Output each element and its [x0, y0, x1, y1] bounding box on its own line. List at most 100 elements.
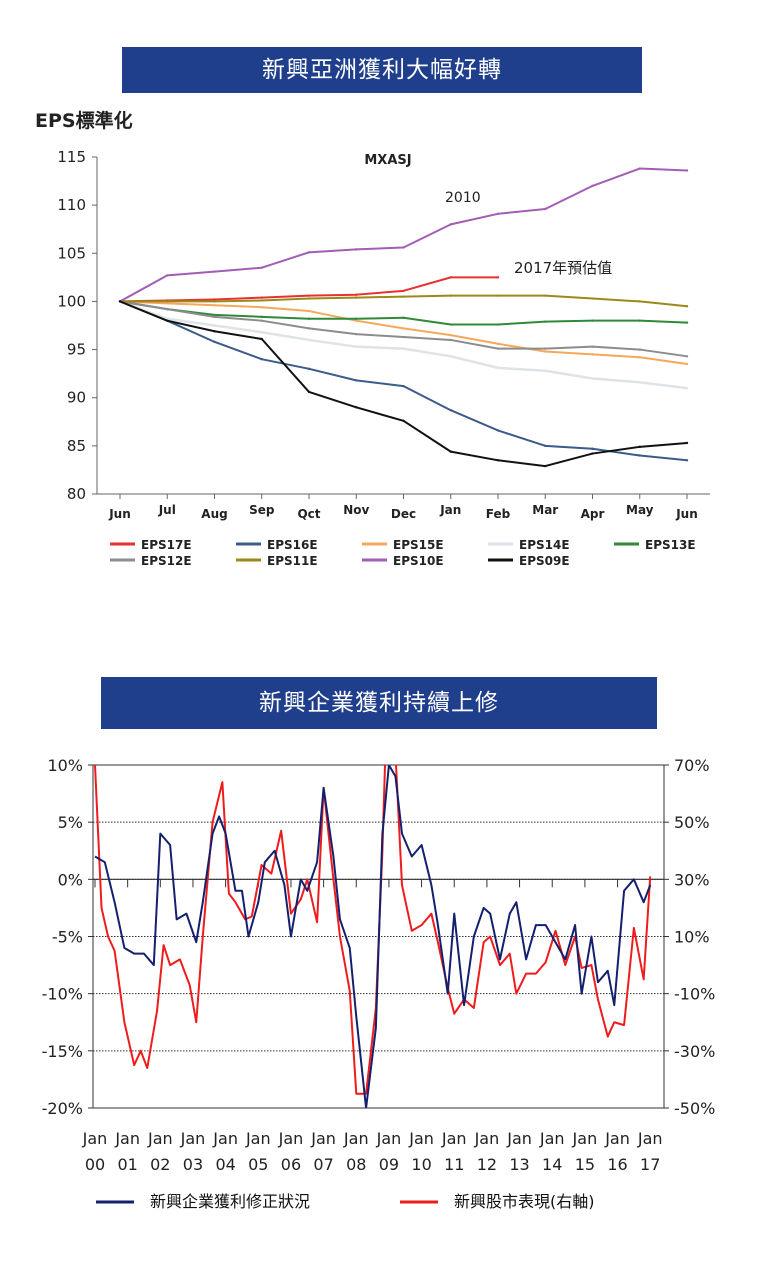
point-eps09e	[685, 441, 689, 445]
legend-label: EPS16E	[267, 538, 318, 552]
point-eps13e	[260, 315, 263, 319]
point-eps10e	[355, 248, 358, 251]
point-eps09e	[260, 337, 263, 341]
point-eps14e	[355, 345, 358, 348]
point-eps12e	[213, 315, 216, 319]
x-tick-label-year: 16	[607, 1155, 627, 1174]
legend-label: 新興股市表現(右軸)	[454, 1192, 595, 1211]
revision-chart-series	[94, 765, 652, 1108]
point-eps16e	[591, 447, 594, 450]
x-tick-label-year: 09	[379, 1155, 399, 1174]
point-eps11e	[591, 297, 594, 300]
point-eps10e	[638, 167, 641, 170]
point-eps17e	[355, 293, 358, 296]
eps-y-tick-label: 90	[67, 389, 86, 407]
title-banner-bottom: 新興企業獲利持續上修	[101, 677, 657, 729]
x-tick-label-year: 10	[411, 1155, 431, 1174]
point-eps09e	[591, 452, 594, 455]
x-tick-label-year: 13	[509, 1155, 529, 1174]
eps-chart-legend: EPS17E EPS16E EPS15E EPS14E EPS13E EPS12E EPS1…	[110, 538, 696, 568]
point-eps15e	[260, 306, 263, 309]
point-eps16e	[402, 384, 405, 388]
point-eps09e	[544, 464, 547, 468]
point-eps11e	[355, 296, 358, 299]
eps-y-tick-label: 95	[67, 341, 86, 359]
eps-chart-axes	[92, 156, 710, 499]
point-eps15e	[496, 342, 500, 345]
x-tick-label-month: Jan	[637, 1129, 663, 1148]
point-eps14e	[213, 324, 216, 327]
eps-x-tick-label: May	[626, 503, 654, 517]
x-tick-label-year: 03	[183, 1155, 203, 1174]
x-tick-label-year: 14	[542, 1155, 562, 1174]
x-tick-label-year: 08	[346, 1155, 366, 1174]
point-eps15e	[213, 304, 216, 307]
point-eps12e	[544, 347, 547, 350]
legend-label: EPS09E	[519, 554, 570, 568]
x-tick-label-year: 12	[477, 1155, 497, 1174]
eps-x-tick-label: Jul	[158, 503, 176, 517]
x-tick-label-month: Jan	[376, 1129, 402, 1148]
point-eps11e	[402, 295, 405, 298]
equity-performance-line	[94, 765, 652, 1095]
point-eps13e	[402, 316, 405, 319]
eps-axis-label: EPS標準化	[35, 110, 133, 132]
x-tick-label-year: 06	[281, 1155, 301, 1174]
x-tick-label-month: Jan	[82, 1129, 108, 1148]
point-eps12e	[166, 307, 169, 311]
legend-label: EPS12E	[141, 554, 192, 568]
point-eps14e	[449, 355, 452, 358]
point-eps16e	[496, 429, 500, 432]
eps-x-tick-label: Jan	[439, 503, 461, 517]
point-eps15e	[355, 319, 358, 322]
point-eps13e	[591, 319, 594, 322]
point-eps09e	[449, 450, 452, 453]
point-eps09e	[118, 300, 122, 303]
series-line-eps10e	[119, 167, 688, 303]
x-tick-label-year: 01	[117, 1155, 137, 1174]
eps-chart-labels: 80 85 90 95 100 105 110 115 Jun Jul Aug Sep Qct Nov De…	[57, 148, 697, 521]
point-eps12e	[638, 348, 641, 351]
point-eps10e	[685, 169, 689, 172]
point-eps12e	[449, 338, 452, 342]
eps-x-tick-label: Qct	[297, 507, 320, 521]
left-y-tick-label: 5%	[58, 813, 83, 832]
left-y-tick-label: -5%	[52, 928, 83, 947]
point-eps17e	[402, 289, 405, 293]
eps-x-tick-label: Jun	[108, 507, 131, 521]
point-eps14e	[260, 331, 263, 334]
x-tick-label-month: Jan	[506, 1129, 532, 1148]
point-eps12e	[591, 345, 594, 348]
point-eps16e	[213, 340, 216, 344]
annotation-2010: 2010	[445, 190, 481, 206]
point-eps13e	[685, 321, 689, 324]
point-eps14e	[307, 338, 311, 342]
eps-line-chart: 80 85 90 95 100 105 110 115 Jun Jul Aug Sep Qct Nov De…	[57, 148, 710, 568]
x-tick-label-year: 07	[313, 1155, 333, 1174]
right-y-tick-label: 50%	[674, 813, 710, 832]
eps-x-tick-label: Sep	[249, 503, 275, 517]
x-tick-label-year: 17	[640, 1155, 660, 1174]
point-eps10e	[496, 212, 500, 216]
x-tick-label-year: 05	[248, 1155, 268, 1174]
legend-label: EPS15E	[393, 538, 444, 552]
eps-y-tick-label: 115	[57, 148, 86, 166]
point-eps12e	[355, 332, 358, 336]
point-eps15e	[544, 350, 547, 353]
point-eps17e	[213, 298, 216, 301]
eps-y-tick-label: 80	[67, 485, 86, 503]
point-eps15e	[166, 302, 169, 305]
point-eps10e	[213, 270, 216, 273]
right-y-tick-label: -50%	[674, 1099, 715, 1118]
eps-y-tick-label: 105	[57, 244, 86, 262]
point-eps10e	[166, 274, 169, 277]
point-eps09e	[496, 459, 500, 462]
point-eps16e	[638, 454, 641, 457]
x-tick-label-month: Jan	[441, 1129, 467, 1148]
x-tick-label-month: Jan	[604, 1129, 630, 1148]
legend-label: EPS17E	[141, 538, 192, 552]
x-tick-label-year: 15	[575, 1155, 595, 1174]
point-eps13e	[449, 323, 452, 326]
point-eps14e	[685, 386, 689, 390]
point-eps16e	[544, 444, 547, 448]
